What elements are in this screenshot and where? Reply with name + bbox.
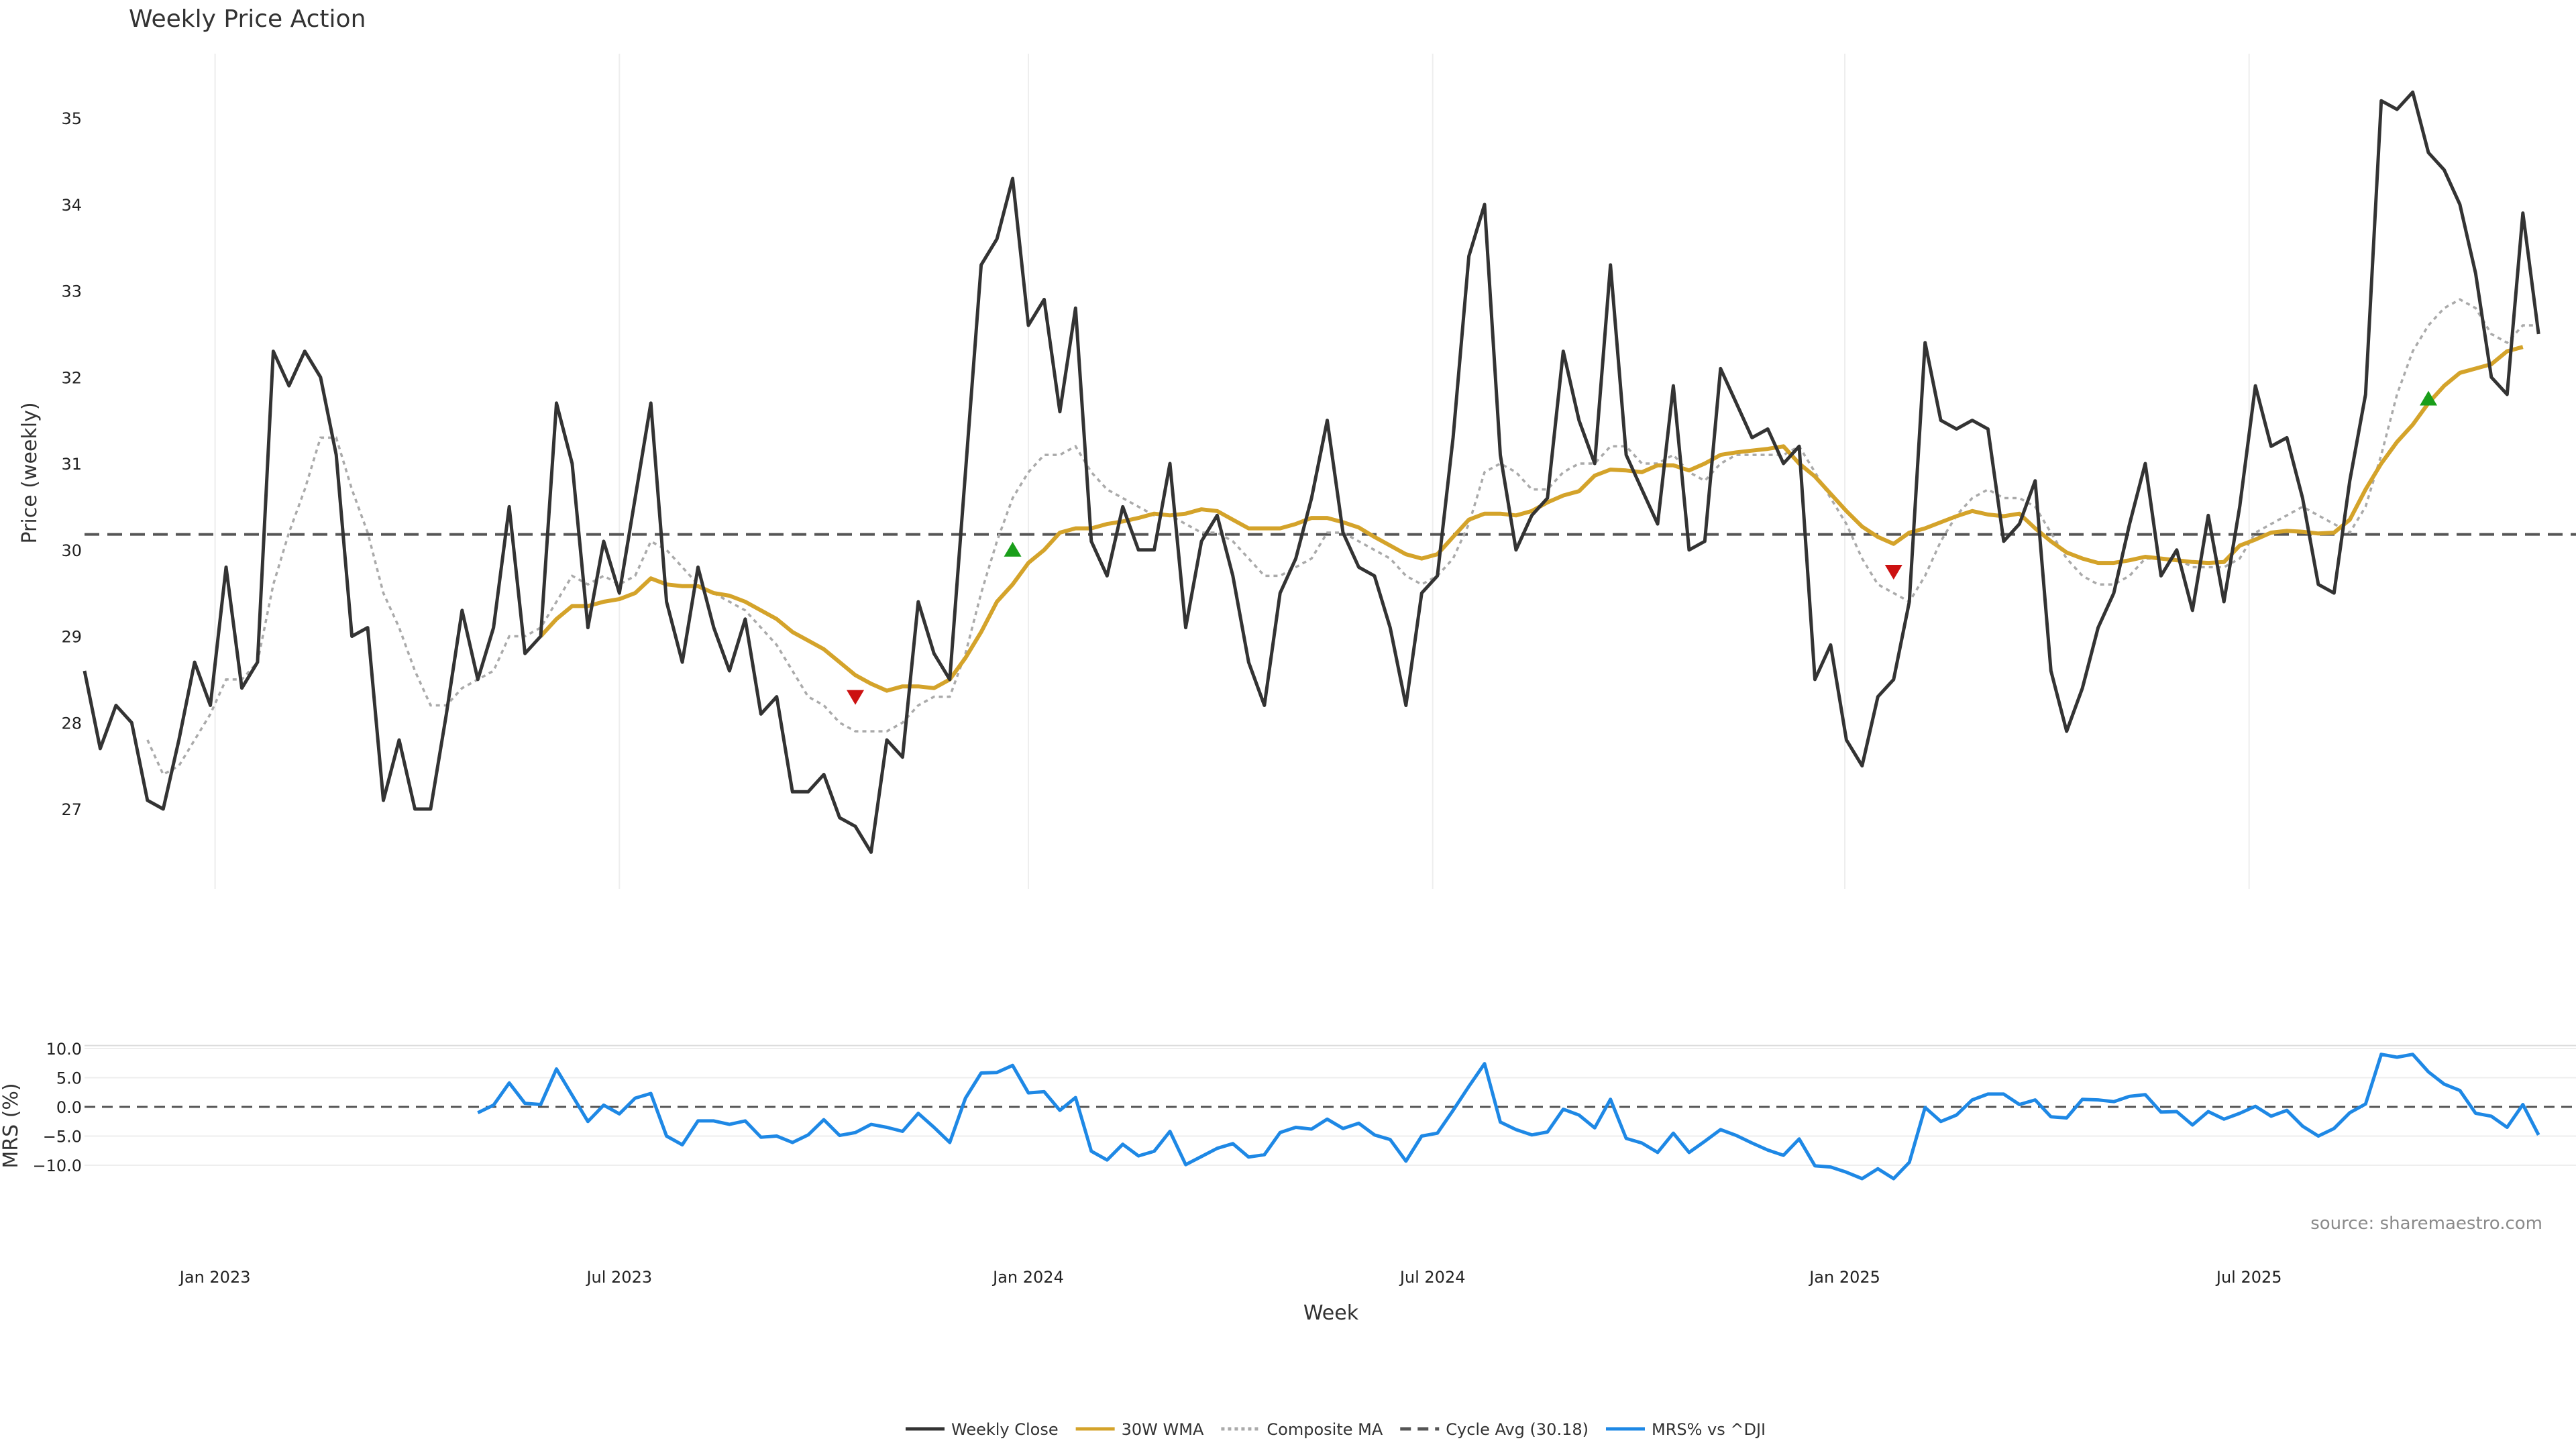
mrs-gridlines [85,1044,2576,1166]
legend-label-0: Weekly Close [951,1420,1059,1439]
price-ytick-34: 34 [61,196,82,215]
price-series-group [83,90,2576,854]
legend-item-4: MRS% vs ^DJI [1605,1420,1766,1439]
price-ytick-33: 33 [61,282,82,301]
source-label: source: sharemaestro.com [2310,1214,2542,1234]
mrs-ytick-4: −10.0 [32,1157,82,1175]
mrs-ytick-3: −5.0 [43,1128,82,1146]
x-tick-5: Jul 2025 [2215,1268,2282,1287]
x-tick-0: Jan 2023 [178,1268,251,1287]
price-ytick-27: 27 [61,800,82,819]
price-ytick-29: 29 [61,628,82,647]
wma-30w-line [539,345,2524,693]
weekly-close-line [83,90,2540,854]
x-tick-3: Jul 2024 [1399,1268,1466,1287]
price-y-ticks: 27 28 29 30 31 32 33 34 35 [61,109,82,819]
mrs-y-ticks: 10.0 5.0 0.0 −5.0 −10.0 [32,1040,82,1175]
x-tick-1: Jul 2023 [585,1268,652,1287]
price-ytick-30: 30 [61,541,82,560]
x-axis-label: Week [1303,1301,1359,1325]
legend-label-3: Cycle Avg (30.18) [1446,1420,1589,1439]
legend-label-4: MRS% vs ^DJI [1652,1420,1766,1439]
mrs-y-axis-label: MRS (%) [0,1083,23,1168]
price-ytick-32: 32 [61,368,82,387]
buy-signal-marker-3 [2420,390,2438,406]
x-tick-4: Jan 2025 [1808,1268,1880,1287]
x-axis-ticks: Jan 2023 Jul 2023 Jan 2024 Jul 2024 Jan 2025… [178,1268,2282,1287]
price-ytick-35: 35 [61,109,82,128]
legend-item-2: Composite MA [1221,1420,1383,1439]
sell-signal-marker-2 [1884,564,1902,580]
legend-item-1: 30W WMA [1075,1420,1204,1439]
mrs-line [477,1053,2540,1181]
legend-label-1: 30W WMA [1122,1420,1204,1439]
legend-item-0: Weekly Close [906,1420,1059,1439]
chart-legend: Weekly Close 30W WMA Composite MA Cycle Avg… [906,1420,1766,1439]
x-tick-2: Jan 2024 [991,1268,1064,1287]
chart-title: Weekly Price Action [129,5,366,33]
mrs-ytick-0: 10.0 [46,1040,82,1059]
mrs-series-group [85,1053,2576,1181]
price-ytick-31: 31 [61,455,82,474]
buy-signal-marker-1 [1004,541,1022,557]
price-y-axis-label: Price (weekly) [18,402,42,543]
legend-label-2: Composite MA [1267,1420,1383,1439]
signal-markers [847,390,2438,705]
price-ytick-28: 28 [61,714,82,733]
legend-item-3: Cycle Avg (30.18) [1400,1420,1589,1439]
mrs-ytick-1: 5.0 [56,1069,82,1088]
sell-signal-marker-0 [847,690,865,705]
mrs-ytick-2: 0.0 [56,1098,82,1117]
